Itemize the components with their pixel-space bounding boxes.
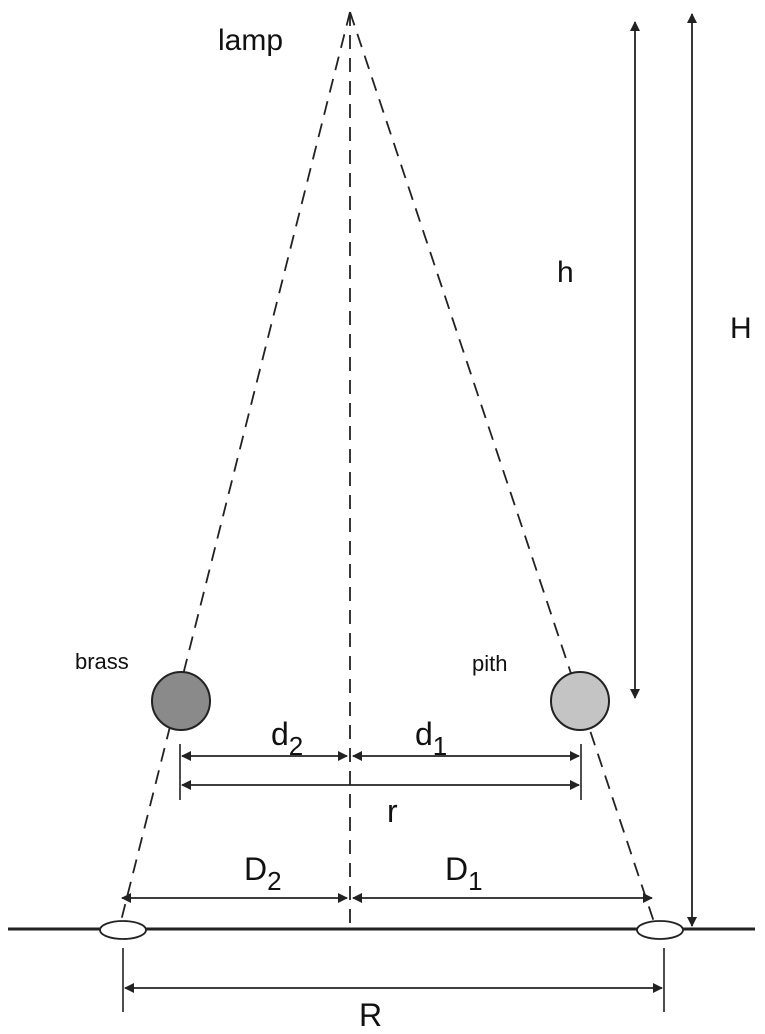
- pith-ball: [550, 671, 610, 731]
- brass-shadow: [99, 920, 147, 940]
- brass-label: brass: [75, 649, 129, 674]
- lamp-label: lamp: [218, 24, 283, 57]
- H-label: H: [730, 312, 752, 345]
- D1-label-main: D: [445, 851, 468, 887]
- d2-label: d2: [271, 716, 303, 761]
- ray-right: [349, 11, 656, 926]
- d1-label: d1: [415, 716, 447, 761]
- D1-label: D1: [445, 851, 483, 896]
- ray-left: [119, 11, 351, 926]
- d2-label-main: d: [271, 716, 289, 752]
- D2-label-main: D: [244, 851, 267, 887]
- D2-label: D2: [244, 851, 282, 896]
- d1-label-main: d: [415, 716, 433, 752]
- D1-label-sub: 1: [468, 866, 482, 896]
- pith-shadow: [636, 920, 684, 940]
- R-label: R: [359, 997, 382, 1033]
- r-label: r: [387, 793, 398, 829]
- d2-label-sub: 2: [289, 731, 303, 761]
- brass-ball: [151, 671, 211, 731]
- d1-label-sub: 1: [433, 731, 447, 761]
- D2-label-sub: 2: [267, 866, 281, 896]
- pith-label: pith: [472, 651, 507, 676]
- h-label: h: [557, 256, 574, 289]
